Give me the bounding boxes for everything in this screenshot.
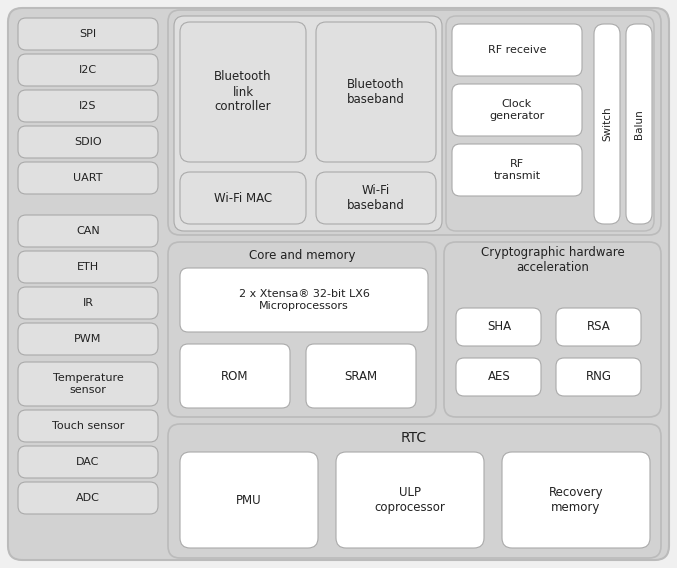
FancyBboxPatch shape [168, 424, 661, 558]
Text: SHA: SHA [487, 320, 511, 333]
FancyBboxPatch shape [452, 24, 582, 76]
FancyBboxPatch shape [18, 126, 158, 158]
Text: RNG: RNG [586, 370, 612, 383]
FancyBboxPatch shape [18, 90, 158, 122]
Text: I2S: I2S [79, 101, 97, 111]
FancyBboxPatch shape [180, 22, 306, 162]
Text: RF receive: RF receive [487, 45, 546, 55]
Text: RTC: RTC [401, 431, 427, 445]
FancyBboxPatch shape [336, 452, 484, 548]
FancyBboxPatch shape [18, 287, 158, 319]
FancyBboxPatch shape [556, 308, 641, 346]
Text: CAN: CAN [76, 226, 100, 236]
FancyBboxPatch shape [556, 358, 641, 396]
FancyBboxPatch shape [18, 410, 158, 442]
FancyBboxPatch shape [18, 446, 158, 478]
Text: ROM: ROM [221, 370, 248, 382]
Text: Wi-Fi
baseband: Wi-Fi baseband [347, 184, 405, 212]
Text: Balun: Balun [634, 109, 644, 139]
Text: SDIO: SDIO [74, 137, 102, 147]
FancyBboxPatch shape [168, 242, 436, 417]
Text: PMU: PMU [236, 494, 262, 507]
FancyBboxPatch shape [18, 215, 158, 247]
Text: SRAM: SRAM [345, 370, 378, 382]
Text: ULP
coprocessor: ULP coprocessor [374, 486, 445, 514]
FancyBboxPatch shape [626, 24, 652, 224]
Text: Temperature
sensor: Temperature sensor [53, 373, 123, 395]
Text: Bluetooth
link
controller: Bluetooth link controller [214, 70, 271, 114]
Text: Switch: Switch [602, 107, 612, 141]
FancyBboxPatch shape [18, 362, 158, 406]
Text: I2C: I2C [79, 65, 97, 75]
FancyBboxPatch shape [452, 144, 582, 196]
FancyBboxPatch shape [306, 344, 416, 408]
FancyBboxPatch shape [444, 242, 661, 417]
Text: AES: AES [487, 370, 510, 383]
FancyBboxPatch shape [18, 251, 158, 283]
Text: 2 x Xtensa® 32-bit LX6
Microprocessors: 2 x Xtensa® 32-bit LX6 Microprocessors [238, 289, 370, 311]
Text: ETH: ETH [77, 262, 99, 272]
FancyBboxPatch shape [446, 16, 654, 231]
FancyBboxPatch shape [456, 358, 541, 396]
Text: Wi-Fi MAC: Wi-Fi MAC [214, 191, 272, 204]
FancyBboxPatch shape [18, 54, 158, 86]
Text: SPI: SPI [79, 29, 97, 39]
Text: ADC: ADC [76, 493, 100, 503]
FancyBboxPatch shape [18, 18, 158, 50]
FancyBboxPatch shape [168, 10, 661, 235]
FancyBboxPatch shape [8, 8, 669, 560]
FancyBboxPatch shape [456, 308, 541, 346]
FancyBboxPatch shape [180, 172, 306, 224]
FancyBboxPatch shape [180, 452, 318, 548]
Text: Recovery
memory: Recovery memory [548, 486, 603, 514]
Text: RF
transmit: RF transmit [494, 159, 540, 181]
FancyBboxPatch shape [180, 344, 290, 408]
FancyBboxPatch shape [174, 16, 442, 231]
FancyBboxPatch shape [316, 22, 436, 162]
FancyBboxPatch shape [316, 172, 436, 224]
Text: Touch sensor: Touch sensor [52, 421, 124, 431]
Text: Core and memory: Core and memory [248, 249, 355, 261]
FancyBboxPatch shape [452, 84, 582, 136]
FancyBboxPatch shape [18, 323, 158, 355]
FancyBboxPatch shape [594, 24, 620, 224]
Text: Cryptographic hardware
acceleration: Cryptographic hardware acceleration [481, 246, 625, 274]
FancyBboxPatch shape [180, 268, 428, 332]
Text: Clock
generator: Clock generator [489, 99, 544, 121]
Text: UART: UART [73, 173, 103, 183]
FancyBboxPatch shape [18, 162, 158, 194]
FancyBboxPatch shape [18, 482, 158, 514]
FancyBboxPatch shape [502, 452, 650, 548]
Text: RSA: RSA [587, 320, 611, 333]
Text: Bluetooth
baseband: Bluetooth baseband [347, 78, 405, 106]
Text: PWM: PWM [74, 334, 102, 344]
Text: IR: IR [83, 298, 93, 308]
Text: DAC: DAC [77, 457, 100, 467]
